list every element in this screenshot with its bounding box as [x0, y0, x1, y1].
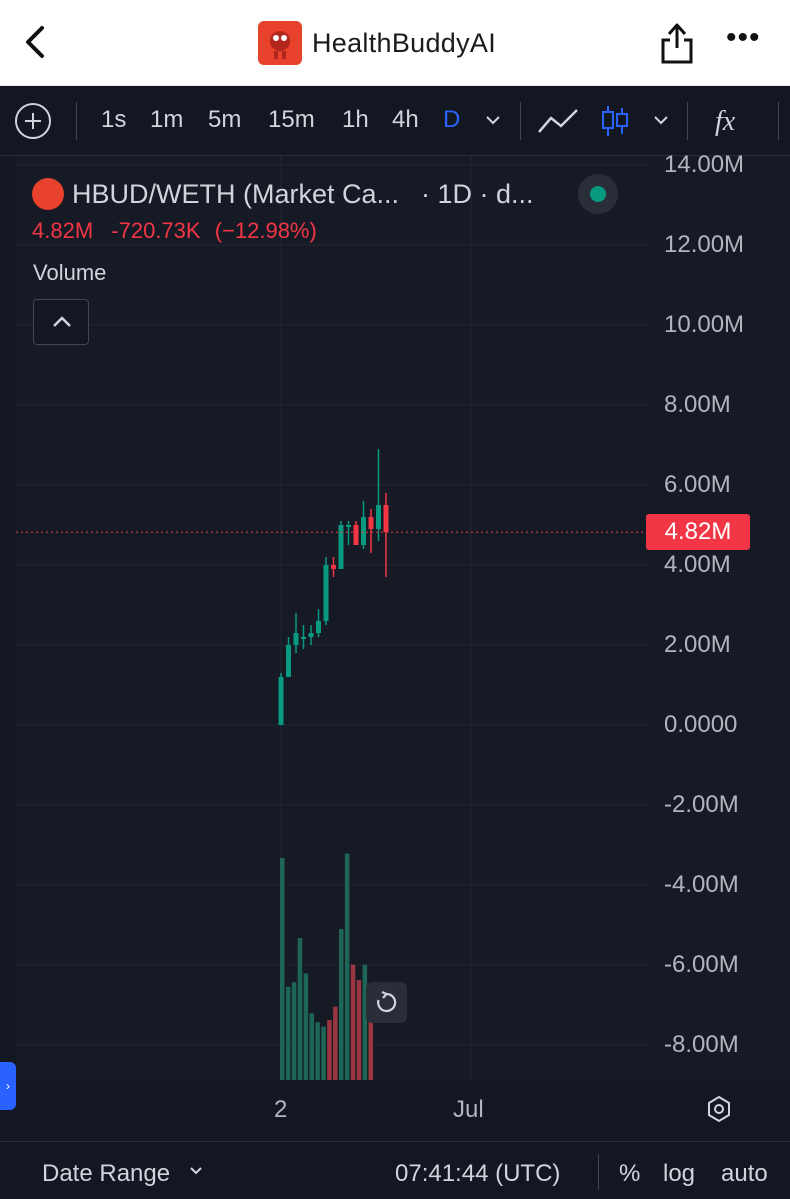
- candle-body: [293, 633, 299, 645]
- toolbar-divider: [687, 102, 688, 140]
- change-value: -720.73K: [111, 218, 201, 243]
- collapse-legend-button[interactable]: [33, 299, 89, 345]
- price-axis-label: 4.00M: [664, 551, 731, 578]
- timeframe-15m[interactable]: 15m: [268, 106, 315, 133]
- timeframe-1s[interactable]: 1s: [101, 106, 127, 133]
- candle-body: [316, 621, 321, 633]
- volume-bar: [368, 1013, 373, 1080]
- volume-bar: [285, 986, 291, 1080]
- chevron-down-icon[interactable]: [650, 112, 672, 128]
- timeframe-5m[interactable]: 5m: [208, 106, 242, 133]
- chevron-up-icon: [53, 316, 71, 327]
- timeframe-1m[interactable]: 1m: [150, 106, 184, 133]
- chart-toolbar: 1s 1m 5m 15m 1h 4h D fx: [0, 86, 790, 156]
- symbol-timeframe: · 1D · d...: [421, 178, 534, 209]
- percent-scale-toggle[interactable]: %: [619, 1160, 641, 1187]
- price-axis-label: 12.00M: [664, 231, 745, 258]
- plus-circle-icon[interactable]: [15, 103, 51, 139]
- time-axis[interactable]: 2 Jul: [16, 1080, 790, 1141]
- app-logo: [258, 21, 302, 65]
- price-axis[interactable]: 14.00M 12.00M 10.00M 8.00M 6.00M 4.00M 2.00M 0.…: [646, 151, 790, 1080]
- more-horizontal-icon[interactable]: •••: [726, 21, 761, 54]
- symbol-title: HBUD/WETH (Market Ca...: [72, 178, 400, 209]
- candle-body: [308, 633, 314, 637]
- side-panel-toggle[interactable]: ›: [0, 1062, 16, 1110]
- candle-body: [278, 677, 284, 725]
- line-chart-icon[interactable]: [537, 104, 579, 138]
- price-axis-label: 8.00M: [664, 391, 731, 418]
- time-axis-label: 2: [274, 1096, 288, 1123]
- candlestick-icon[interactable]: [600, 104, 630, 138]
- reset-chart-button[interactable]: [366, 982, 407, 1023]
- volume-bar: [297, 937, 303, 1080]
- chevron-down-icon[interactable]: [482, 112, 504, 128]
- symbol-logo: [32, 178, 64, 210]
- candle-body: [286, 645, 291, 677]
- timeframe-d[interactable]: D: [443, 106, 461, 133]
- price-axis-label: -6.00M: [664, 951, 739, 978]
- price-axis-label: -8.00M: [664, 1031, 739, 1058]
- volume-bar: [280, 858, 285, 1080]
- share-icon[interactable]: [656, 20, 698, 66]
- fx-icon[interactable]: fx: [715, 106, 736, 137]
- volume-bar: [362, 964, 368, 1080]
- volume-bar: [333, 1006, 338, 1080]
- volume-bar: [344, 853, 350, 1080]
- volume-label: Volume: [33, 260, 107, 285]
- candle-body: [331, 565, 336, 569]
- volume-bar: [350, 964, 356, 1080]
- candle-body: [368, 517, 374, 529]
- candle-body: [376, 505, 381, 529]
- toolbar-divider: [520, 102, 521, 140]
- price-axis-label: 2.00M: [664, 631, 731, 658]
- market-status-indicator[interactable]: [578, 174, 618, 214]
- log-scale-toggle[interactable]: log: [663, 1160, 696, 1187]
- candle-body: [338, 525, 344, 569]
- price-values: 4.82M -720.73K (−12.98%): [32, 218, 329, 244]
- last-price-tag: 4.82M: [646, 514, 750, 550]
- price-axis-label: 6.00M: [664, 471, 731, 498]
- price-axis-label: -4.00M: [664, 871, 739, 898]
- timeframe-1h[interactable]: 1h: [342, 106, 369, 133]
- price-axis-label: -2.00M: [664, 791, 739, 818]
- rotate-icon: [377, 990, 397, 1013]
- toolbar-divider: [76, 102, 77, 140]
- candle-body: [361, 517, 366, 545]
- price-chart[interactable]: [16, 156, 790, 1080]
- chart-pane[interactable]: HBUD/WETH (Market Ca... · 1D · d... 4.82…: [16, 151, 790, 1141]
- volume-bar: [309, 1013, 314, 1080]
- toolbar-divider: [778, 102, 779, 140]
- app-title: HealthBuddyAI: [312, 27, 497, 58]
- chart-footer: Date Range 07:41:44 (UTC) % log auto: [0, 1141, 790, 1199]
- volume-bar: [291, 982, 297, 1080]
- volume-bar: [339, 929, 344, 1080]
- price-axis-label: 0.0000: [664, 711, 738, 738]
- candle-body: [353, 525, 359, 545]
- app-header: HealthBuddyAI •••: [0, 0, 790, 86]
- app-title-group: HealthBuddyAI: [258, 20, 496, 66]
- auto-scale-toggle[interactable]: auto: [721, 1160, 768, 1187]
- candle-body: [383, 505, 389, 533]
- symbol-legend[interactable]: HBUD/WETH (Market Ca... · 1D · d...: [32, 176, 534, 212]
- volume-bar: [356, 980, 362, 1080]
- volume-bar: [303, 973, 309, 1080]
- chevron-left-icon[interactable]: [18, 22, 54, 62]
- date-range-button[interactable]: Date Range: [42, 1160, 171, 1187]
- change-percent: (−12.98%): [214, 218, 317, 243]
- last-value: 4.82M: [32, 218, 94, 243]
- volume-bar: [321, 1026, 326, 1080]
- price-axis-label: 14.00M: [664, 151, 745, 178]
- candle-body: [323, 565, 329, 621]
- candle-body: [301, 637, 306, 639]
- gear-icon[interactable]: [704, 1094, 734, 1124]
- chevron-down-icon[interactable]: [188, 1164, 204, 1178]
- timeframe-4h[interactable]: 4h: [392, 106, 419, 133]
- candle-body: [346, 525, 351, 527]
- utc-clock[interactable]: 07:41:44 (UTC): [395, 1160, 561, 1187]
- price-axis-label: 10.00M: [664, 311, 745, 338]
- time-axis-label: Jul: [453, 1096, 484, 1123]
- volume-bar: [327, 1020, 332, 1080]
- footer-divider: [598, 1154, 599, 1190]
- volume-bar: [315, 1022, 320, 1080]
